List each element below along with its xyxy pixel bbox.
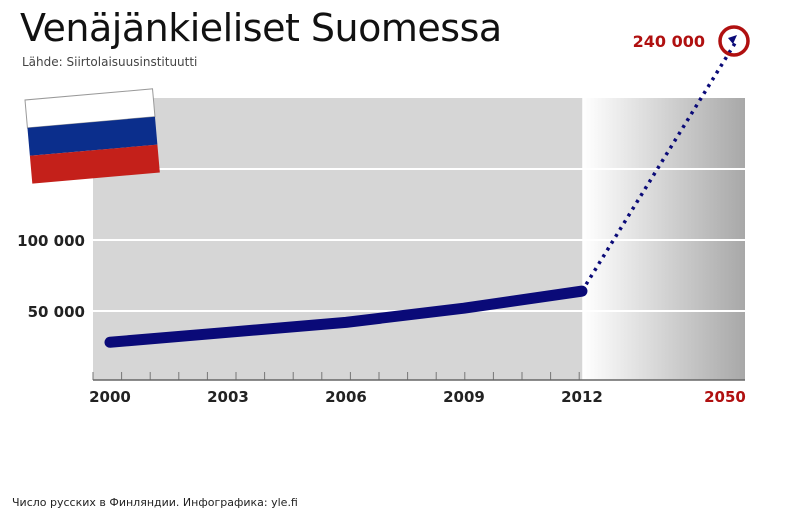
chart-title: Venäjänkieliset Suomessa — [20, 6, 502, 50]
x-tick-label: 2050 — [704, 388, 746, 406]
arrow-head-icon — [728, 35, 737, 44]
x-tick-label: 2009 — [443, 388, 485, 406]
target-circle — [718, 25, 750, 57]
y-tick-label: 100 000 — [17, 232, 85, 250]
x-tick-label: 2006 — [325, 388, 367, 406]
x-tick-label: 2012 — [561, 388, 603, 406]
chart-subtitle: Lähde: Siirtolaisuusinstituutti — [22, 55, 198, 69]
y-tick-label: 50 000 — [28, 303, 85, 321]
annotation-label: 240 000 — [633, 32, 705, 51]
projection-line — [580, 42, 737, 293]
caption: Число русских в Финляндии. Инфографика: … — [12, 496, 298, 509]
x-tick-label: 2000 — [89, 388, 131, 406]
x-tick-label: 2003 — [207, 388, 249, 406]
russia-flag — [24, 88, 160, 184]
